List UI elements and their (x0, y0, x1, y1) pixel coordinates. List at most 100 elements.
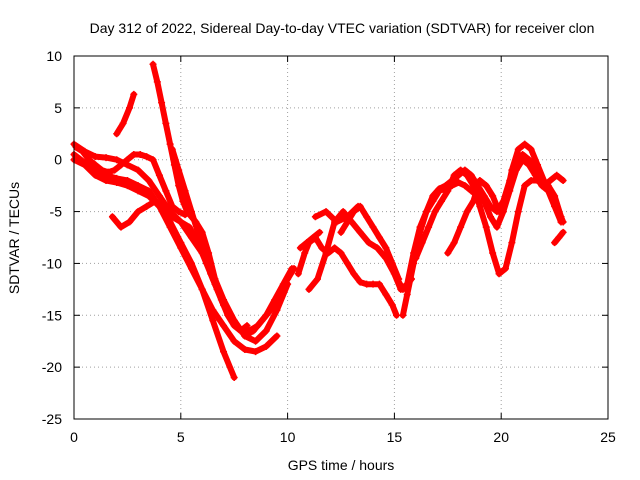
data-point (382, 244, 390, 252)
data-point (397, 285, 405, 293)
data-point (450, 239, 458, 247)
data-point (318, 244, 326, 252)
data-point (194, 228, 202, 236)
y-tick-label: -20 (42, 359, 62, 375)
data-point (113, 130, 121, 138)
data-point (553, 171, 561, 179)
data-point (551, 239, 559, 247)
data-point (343, 213, 351, 221)
data-point (514, 208, 522, 216)
data-point (519, 156, 527, 164)
data-point (134, 187, 142, 195)
data-point (301, 249, 309, 257)
data-point (258, 316, 266, 324)
data-point (482, 182, 490, 190)
data-point (403, 291, 411, 299)
data-point (81, 161, 89, 169)
data-point (425, 223, 433, 231)
data-point (487, 213, 495, 221)
data-point (181, 187, 189, 195)
x-axis-label: GPS time / hours (288, 457, 395, 473)
data-point (553, 202, 561, 210)
x-tick-label: 15 (387, 429, 403, 445)
data-point (198, 285, 206, 293)
data-point (444, 187, 452, 195)
data-point (546, 187, 554, 195)
data-point (534, 176, 542, 184)
series-line (113, 91, 137, 137)
data-point (177, 239, 185, 247)
data-point (153, 78, 161, 86)
data-point (126, 104, 134, 112)
data-point (162, 119, 170, 127)
chart-title: Day 312 of 2022, Sidereal Day-to-day VTE… (90, 20, 595, 36)
data-point (262, 342, 270, 350)
data-point (480, 197, 488, 205)
data-point (559, 176, 567, 184)
data-point (399, 311, 407, 319)
data-point (175, 208, 183, 216)
data-point (284, 275, 292, 283)
series-line (169, 146, 233, 319)
data-point (546, 176, 554, 184)
data-point (166, 140, 174, 148)
data-point (343, 259, 351, 267)
data-point (476, 202, 484, 210)
data-point (508, 239, 516, 247)
series-arc-12 (311, 202, 362, 226)
data-point (489, 192, 497, 200)
data-point (363, 213, 371, 221)
data-point (275, 291, 283, 299)
data-point (457, 166, 465, 174)
data-point (412, 254, 420, 262)
data-point (200, 249, 208, 257)
data-point (213, 285, 221, 293)
data-point (168, 145, 176, 153)
data-point (79, 147, 87, 155)
data-point (350, 270, 358, 278)
data-point (422, 208, 430, 216)
data-point (309, 234, 317, 241)
data-point (294, 270, 302, 278)
data-point (365, 239, 373, 247)
data-point (119, 119, 127, 127)
data-point (416, 223, 424, 231)
data-point (316, 228, 324, 236)
data-point (476, 176, 484, 184)
data-point (559, 218, 567, 226)
data-point (177, 218, 185, 226)
data-point (382, 291, 390, 299)
data-point (175, 166, 183, 174)
series-arc-18 (241, 265, 298, 340)
data-point (375, 234, 383, 241)
data-point (85, 156, 93, 164)
data-point (450, 171, 458, 179)
tick-labels: 0 5 10 15 20 25 -25 -20 -15 -10 -5 0 5 10 (42, 48, 616, 445)
data-point (337, 249, 345, 257)
data-point (91, 171, 99, 179)
x-tick-label: 10 (280, 429, 296, 445)
data-point (241, 346, 249, 354)
data-point (168, 213, 176, 221)
data-point (145, 192, 153, 200)
data-point (108, 213, 116, 221)
data-point (369, 280, 377, 288)
data-point (388, 259, 396, 267)
data-point (534, 161, 542, 169)
data-point (418, 239, 426, 247)
data-point (463, 171, 471, 179)
data-point (241, 332, 249, 340)
data-point (143, 202, 151, 210)
data-point (375, 280, 383, 288)
data-point (337, 228, 345, 236)
data-point (243, 322, 251, 330)
data-point (130, 151, 138, 159)
data-point (331, 244, 339, 252)
data-point (123, 182, 131, 190)
data-point (437, 197, 445, 205)
y-tick-label: 0 (54, 152, 62, 168)
data-point (230, 374, 238, 382)
data-point (149, 156, 157, 164)
data-point (403, 280, 411, 288)
data-point (322, 208, 330, 216)
